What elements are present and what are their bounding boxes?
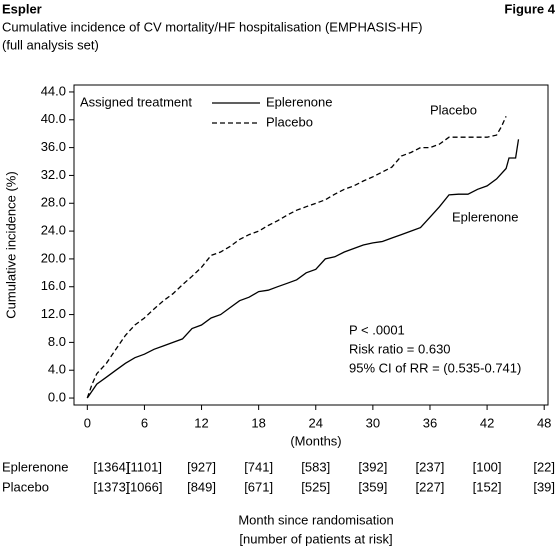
risk-value: [1101] <box>127 459 162 474</box>
risk-caption: [number of patients at risk] <box>239 531 392 546</box>
y-tick-label: 12.0 <box>41 306 66 321</box>
risk-value: [1066] <box>126 479 162 494</box>
x-tick-label: 42 <box>480 415 494 430</box>
plot-frame <box>73 84 549 406</box>
risk-value: [39] <box>533 479 555 494</box>
x-tick-label: 12 <box>194 415 208 430</box>
risk-value: [927] <box>187 459 216 474</box>
header-left: Espler <box>2 1 42 16</box>
header-right: Figure 4 <box>504 1 555 16</box>
risk-value: [671] <box>244 479 273 494</box>
risk-value: [1364] <box>93 459 129 474</box>
legend-title: Assigned treatment <box>80 94 192 109</box>
risk-value: [583] <box>301 459 330 474</box>
y-tick-label: 32.0 <box>41 167 66 182</box>
legend-label: Eplerenone <box>266 94 333 109</box>
y-tick-label: 16.0 <box>41 278 66 293</box>
risk-row-label: Eplerenone <box>2 459 69 474</box>
y-tick-label: 24.0 <box>41 223 66 238</box>
chart-title: Cumulative incidence of CV mortality/HF … <box>2 19 422 34</box>
x-tick-label: 36 <box>423 415 437 430</box>
x-tick-label: 48 <box>537 415 551 430</box>
legend-label: Placebo <box>266 114 313 129</box>
risk-value: [100] <box>473 459 502 474</box>
annotation: Placebo <box>430 102 477 117</box>
x-tick-label: 0 <box>84 415 91 430</box>
risk-value: [1373] <box>93 479 129 494</box>
risk-value: [849] <box>187 479 216 494</box>
y-tick-label: 28.0 <box>41 195 66 210</box>
chart-subtitle: (full analysis set) <box>2 37 99 52</box>
risk-value: [525] <box>301 479 330 494</box>
annotation: 95% CI of RR = (0.535-0.741) <box>349 360 521 375</box>
x-axis-label: (Months) <box>290 433 341 448</box>
x-tick-label: 18 <box>251 415 265 430</box>
annotation: Eplerenone <box>452 209 519 224</box>
risk-value: [227] <box>416 479 445 494</box>
series-line <box>86 139 520 399</box>
y-tick-label: 40.0 <box>41 111 66 126</box>
y-tick-label: 8.0 <box>48 334 66 349</box>
risk-value: [359] <box>358 479 387 494</box>
y-tick-label: 0.0 <box>48 389 66 404</box>
x-tick-label: 24 <box>309 415 323 430</box>
annotation: P < .0001 <box>349 322 405 337</box>
risk-value: [22] <box>533 459 555 474</box>
series-line <box>86 116 507 399</box>
risk-row-label: Placebo <box>2 479 49 494</box>
risk-value: [152] <box>473 479 502 494</box>
risk-caption: Month since randomisation <box>238 512 393 527</box>
y-tick-label: 4.0 <box>48 362 66 377</box>
y-tick-label: 36.0 <box>41 139 66 154</box>
x-tick-label: 6 <box>141 415 148 430</box>
y-axis-label: Cumulative incidence (%) <box>3 171 18 318</box>
y-tick-label: 20.0 <box>41 250 66 265</box>
x-tick-label: 30 <box>366 415 380 430</box>
annotation: Risk ratio = 0.630 <box>349 341 451 356</box>
risk-value: [741] <box>244 459 273 474</box>
y-tick-label: 44.0 <box>41 83 66 98</box>
risk-value: [392] <box>358 459 387 474</box>
risk-value: [237] <box>416 459 445 474</box>
